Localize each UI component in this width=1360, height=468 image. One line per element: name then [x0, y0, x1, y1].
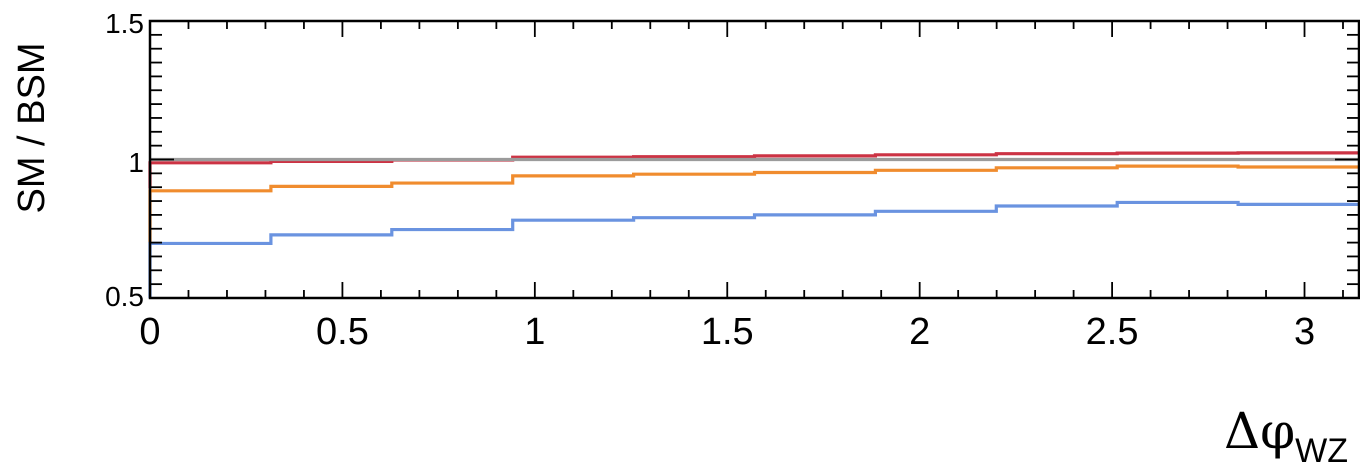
x-tick-label: 0 — [139, 311, 160, 353]
x-tick-label: 3 — [1294, 311, 1315, 353]
x-axis-label: ΔφWZ — [1224, 402, 1348, 468]
x-tick-label: 2 — [909, 311, 930, 353]
plot-frame — [148, 19, 1360, 300]
x-tick-label: 1.5 — [701, 311, 754, 353]
y-tick-label: 1.5 — [105, 8, 144, 39]
series-line-1 — [148, 151, 1359, 189]
ticks-layer — [149, 20, 1359, 299]
x-tick-label: 1 — [524, 311, 545, 353]
series-layer — [148, 151, 1359, 298]
x-axis-label-subscript: WZ — [1295, 432, 1348, 468]
x-tick-label: 0.5 — [316, 311, 369, 353]
series-line-2 — [148, 164, 1359, 243]
y-tick-label: 1 — [128, 147, 144, 178]
x-tick-label: 2.5 — [1086, 311, 1139, 353]
y-axis-label: SM / BSM — [11, 42, 53, 213]
x-axis-label-symbol: Δφ — [1224, 402, 1295, 460]
series-line-3 — [148, 200, 1359, 298]
labels-layer: 0 0.5 1 1.5 2 2.5 30.511.5 — [105, 8, 1315, 353]
y-tick-label: 0.5 — [105, 281, 144, 312]
